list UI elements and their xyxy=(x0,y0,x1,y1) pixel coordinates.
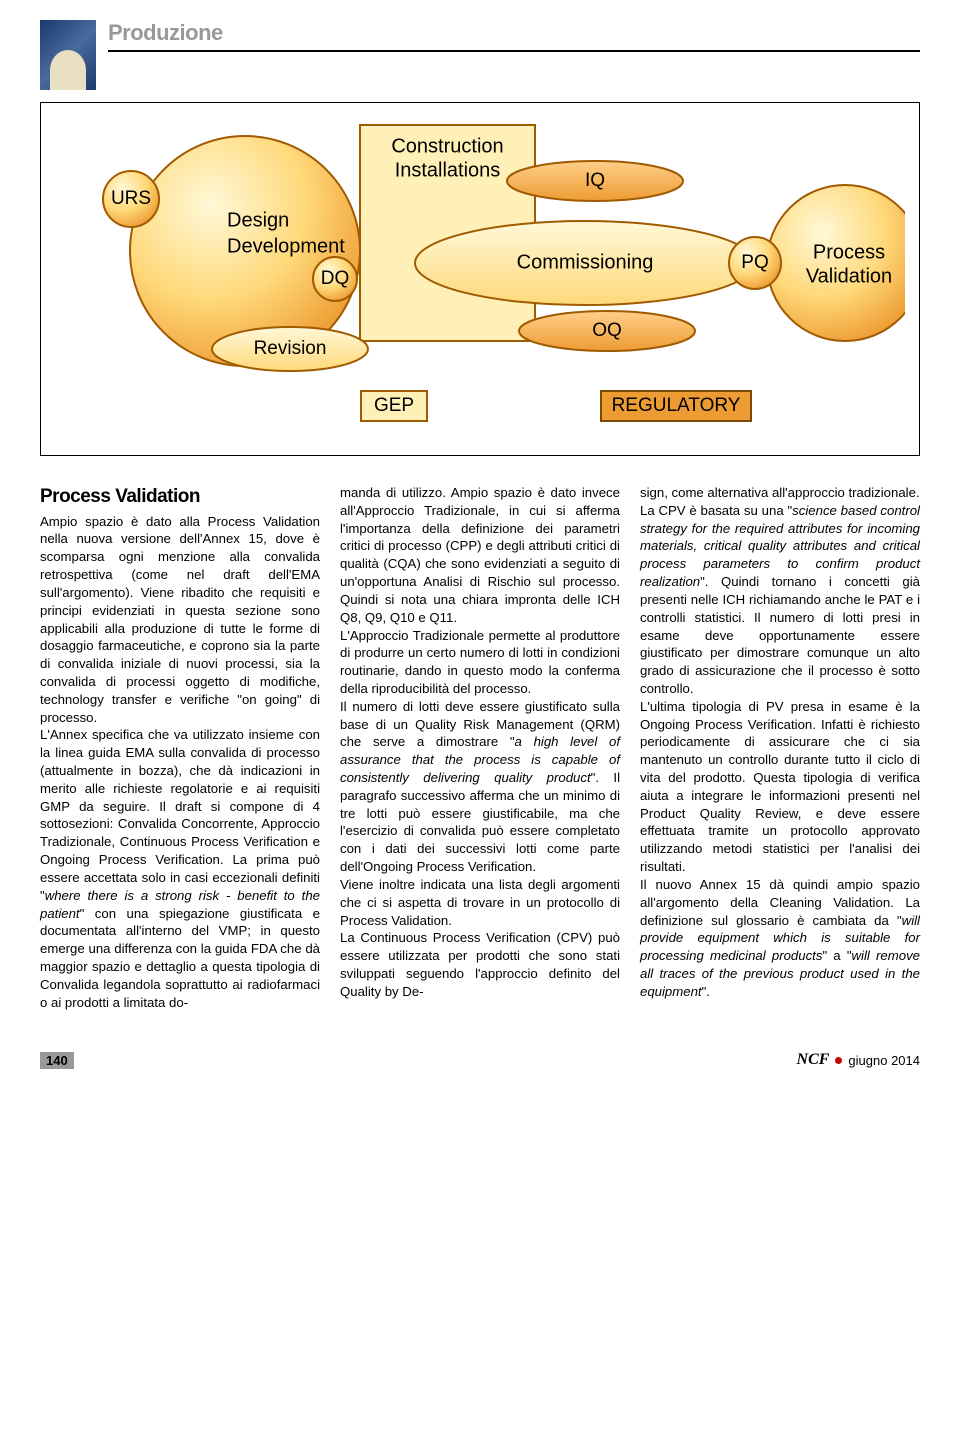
svg-text:PQ: PQ xyxy=(741,252,768,273)
header-photo xyxy=(40,20,96,90)
journal-name: NCF xyxy=(797,1051,830,1069)
process-diagram: URS Design Development DQ Revision Constructi… xyxy=(55,121,905,441)
column-1: Process Validation Ampio spazio è dato a… xyxy=(40,484,320,1011)
page-header: Produzione xyxy=(40,20,920,90)
page-footer: 140 NCF giugno 2014 xyxy=(40,1051,920,1069)
svg-text:Commissioning: Commissioning xyxy=(517,251,654,273)
svg-text:URS: URS xyxy=(111,188,151,209)
column-2: manda di utilizzo. Ampio spazio è dato i… xyxy=(340,484,620,1011)
section-title: Produzione xyxy=(108,20,920,46)
col1-text: Ampio spazio è dato alla Process Validat… xyxy=(40,513,320,1012)
col2-text: manda di utilizzo. Ampio spazio è dato i… xyxy=(340,484,620,1001)
article-body: Process Validation Ampio spazio è dato a… xyxy=(40,484,920,1011)
col3-text: sign, come alternativa all'approccio tra… xyxy=(640,484,920,1001)
svg-text:REGULATORY: REGULATORY xyxy=(612,395,741,416)
svg-text:DQ: DQ xyxy=(321,268,350,289)
footer-right: NCF giugno 2014 xyxy=(797,1051,920,1069)
svg-text:Design: Design xyxy=(227,209,289,231)
svg-text:Development: Development xyxy=(227,235,345,257)
svg-text:Construction: Construction xyxy=(391,135,503,157)
diagram-frame: URS Design Development DQ Revision Constructi… xyxy=(40,102,920,456)
svg-text:Validation: Validation xyxy=(806,265,892,287)
svg-text:Revision: Revision xyxy=(254,338,327,359)
issue-date: giugno 2014 xyxy=(848,1053,920,1068)
diagram-svg: URS Design Development DQ Revision Constructi… xyxy=(55,121,905,441)
svg-text:Process: Process xyxy=(813,241,885,263)
svg-text:IQ: IQ xyxy=(585,170,605,191)
column-3: sign, come alternativa all'approccio tra… xyxy=(640,484,920,1011)
header-text-block: Produzione xyxy=(108,20,920,52)
red-dot-icon xyxy=(835,1057,842,1064)
page-number: 140 xyxy=(40,1052,74,1069)
svg-text:GEP: GEP xyxy=(374,395,414,416)
header-rule xyxy=(108,50,920,52)
svg-text:Installations: Installations xyxy=(395,159,501,181)
article-heading: Process Validation xyxy=(40,484,320,510)
svg-text:OQ: OQ xyxy=(592,320,622,341)
